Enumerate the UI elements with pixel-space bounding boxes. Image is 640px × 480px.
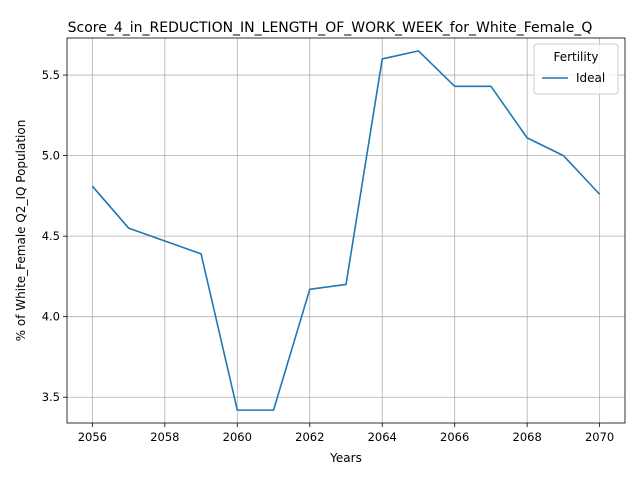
y-tick-label: 5.0 bbox=[42, 149, 60, 163]
axis-ticks: 2056 2058 2060 2062 2064 2066 2068 2070 3.5 4.0 4.… bbox=[42, 68, 615, 444]
legend-box bbox=[533, 43, 619, 95]
x-tick-label: 2058 bbox=[150, 430, 179, 444]
series-layer bbox=[91, 50, 601, 411]
legend: Fertility Ideal bbox=[533, 43, 619, 95]
y-tick-label: 4.0 bbox=[42, 310, 60, 324]
x-tick-label: 2062 bbox=[295, 430, 324, 444]
y-tick-label: 3.5 bbox=[42, 390, 60, 404]
x-tick-label: 2070 bbox=[585, 430, 614, 444]
x-axis-label: Years bbox=[329, 451, 362, 465]
y-tick-label: 4.5 bbox=[42, 229, 60, 243]
legend-title: Fertility bbox=[553, 50, 598, 64]
x-tick-label: 2068 bbox=[513, 430, 542, 444]
plot-frame bbox=[66, 37, 626, 424]
x-tick-label: 2064 bbox=[368, 430, 397, 444]
x-tick-label: 2056 bbox=[78, 430, 107, 444]
grid-lines bbox=[67, 38, 625, 423]
x-tick-label: 2060 bbox=[223, 430, 252, 444]
y-tick-label: 5.5 bbox=[42, 68, 60, 82]
series-line-ideal bbox=[91, 50, 601, 411]
x-tick-label: 2066 bbox=[440, 430, 469, 444]
legend-label-ideal: Ideal bbox=[576, 71, 605, 85]
chart-title: Score_4_in_REDUCTION_IN_LENGTH_OF_WORK_W… bbox=[68, 20, 593, 36]
y-axis-label: % of White_Female Q2_IQ Population bbox=[14, 120, 28, 342]
